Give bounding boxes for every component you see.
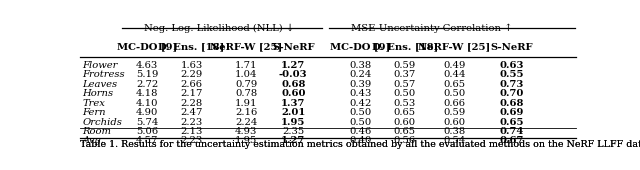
Text: 0.46: 0.46 xyxy=(349,127,371,136)
Text: 2.24: 2.24 xyxy=(235,117,257,126)
Text: 0.79: 0.79 xyxy=(235,80,257,89)
Text: 0.50: 0.50 xyxy=(394,89,416,98)
Text: 0.65: 0.65 xyxy=(394,108,416,117)
Text: 0.55: 0.55 xyxy=(499,70,524,79)
Text: 0.39: 0.39 xyxy=(349,80,371,89)
Text: 0.38: 0.38 xyxy=(349,61,371,70)
Text: 5.19: 5.19 xyxy=(136,70,158,79)
Text: D. Ens. [18]: D. Ens. [18] xyxy=(159,43,225,52)
Text: Leaves: Leaves xyxy=(83,80,118,89)
Text: 2.16: 2.16 xyxy=(235,108,257,117)
Text: 0.63: 0.63 xyxy=(499,61,524,70)
Text: 0.68: 0.68 xyxy=(281,80,305,89)
Text: 0.74: 0.74 xyxy=(499,127,524,136)
Text: MSE-Uncertainty Correlation ↑: MSE-Uncertainty Correlation ↑ xyxy=(351,24,513,33)
Text: 0.53: 0.53 xyxy=(394,99,416,108)
Text: 0.43: 0.43 xyxy=(349,89,371,98)
Text: 1.27: 1.27 xyxy=(281,61,305,70)
Text: 0.24: 0.24 xyxy=(349,70,371,79)
Text: MC-DO [9]: MC-DO [9] xyxy=(330,43,390,52)
Text: 0.70: 0.70 xyxy=(499,89,524,98)
Text: 0.65: 0.65 xyxy=(394,127,416,136)
Text: Trex: Trex xyxy=(83,99,106,108)
Text: 0.50: 0.50 xyxy=(349,108,371,117)
Text: NeRF-W [25]: NeRF-W [25] xyxy=(210,43,282,52)
Text: 4.57: 4.57 xyxy=(136,136,158,145)
Text: 0.44: 0.44 xyxy=(444,70,466,79)
Text: 4.10: 4.10 xyxy=(136,99,158,108)
Text: 2.01: 2.01 xyxy=(281,108,305,117)
Text: 1.71: 1.71 xyxy=(235,61,257,70)
Text: 0.49: 0.49 xyxy=(444,61,466,70)
Text: 1.91: 1.91 xyxy=(235,99,257,108)
Text: 0.65: 0.65 xyxy=(499,117,524,126)
Text: 2.23: 2.23 xyxy=(180,136,203,145)
Text: 0.56: 0.56 xyxy=(394,136,416,145)
Text: Table 1. Results for the uncertainty estimation metrics obtained by all the eval: Table 1. Results for the uncertainty est… xyxy=(80,140,640,149)
Text: 0.40: 0.40 xyxy=(349,136,371,145)
Text: Horns: Horns xyxy=(83,89,114,98)
Text: D. Ens. [18]: D. Ens. [18] xyxy=(372,43,438,52)
Text: 4.18: 4.18 xyxy=(136,89,158,98)
Text: 0.60: 0.60 xyxy=(394,117,416,126)
Text: 2.72: 2.72 xyxy=(136,80,158,89)
Text: 2.66: 2.66 xyxy=(180,80,203,89)
Text: 0.57: 0.57 xyxy=(394,80,416,89)
Text: 2.17: 2.17 xyxy=(180,89,203,98)
Text: 4.90: 4.90 xyxy=(136,108,158,117)
Text: Neg. Log. Likelihood (NLL) ↓: Neg. Log. Likelihood (NLL) ↓ xyxy=(144,24,294,33)
Text: 0.60: 0.60 xyxy=(281,89,305,98)
Text: Table 1. Results for the uncertainty estimation metrics obtained by all the eval: Table 1. Results for the uncertainty est… xyxy=(80,140,640,149)
Text: 0.68: 0.68 xyxy=(499,99,524,108)
Text: -0.03: -0.03 xyxy=(279,70,308,79)
Text: 1.37: 1.37 xyxy=(281,99,305,108)
Text: 0.54: 0.54 xyxy=(444,136,466,145)
Text: 2.29: 2.29 xyxy=(180,70,203,79)
Text: Table 1. Results for the uncertainty estimation metrics obtained by all the eval: Table 1. Results for the uncertainty est… xyxy=(80,140,640,149)
Text: 2.28: 2.28 xyxy=(180,99,203,108)
Text: 1.95: 1.95 xyxy=(281,117,305,126)
Text: 1.63: 1.63 xyxy=(180,61,203,70)
Text: 0.69: 0.69 xyxy=(499,108,524,117)
Text: 0.42: 0.42 xyxy=(349,99,371,108)
Text: 5.74: 5.74 xyxy=(136,117,158,126)
Text: 0.66: 0.66 xyxy=(444,99,465,108)
Text: 2.47: 2.47 xyxy=(180,108,203,117)
Text: 4.63: 4.63 xyxy=(136,61,158,70)
Text: 5.06: 5.06 xyxy=(136,127,158,136)
Text: 0.38: 0.38 xyxy=(444,127,466,136)
Text: 2.13: 2.13 xyxy=(180,127,203,136)
Text: 2.35: 2.35 xyxy=(282,127,305,136)
Text: 2.23: 2.23 xyxy=(180,117,203,126)
Text: Orchids: Orchids xyxy=(83,117,122,126)
Text: 0.50: 0.50 xyxy=(444,89,466,98)
Text: NeRF-W [25]: NeRF-W [25] xyxy=(419,43,491,52)
Text: 0.60: 0.60 xyxy=(444,117,465,126)
Text: 0.59: 0.59 xyxy=(444,108,466,117)
Text: 0.37: 0.37 xyxy=(394,70,416,79)
Text: Avg.: Avg. xyxy=(83,136,104,145)
Text: MC-DO [9]: MC-DO [9] xyxy=(117,43,177,52)
Text: Frotress: Frotress xyxy=(83,70,125,79)
Text: Fern: Fern xyxy=(83,108,106,117)
Text: Flower: Flower xyxy=(83,61,118,70)
Text: 0.50: 0.50 xyxy=(349,117,371,126)
Text: 1.04: 1.04 xyxy=(235,70,257,79)
Text: 1.95: 1.95 xyxy=(235,136,257,145)
Text: 1.27: 1.27 xyxy=(281,136,305,145)
Text: 0.78: 0.78 xyxy=(235,89,257,98)
Text: Room: Room xyxy=(83,127,111,136)
Text: S-NeRF: S-NeRF xyxy=(490,43,533,52)
Text: S-NeRF: S-NeRF xyxy=(272,43,315,52)
Text: 0.73: 0.73 xyxy=(499,80,524,89)
Text: 0.67: 0.67 xyxy=(499,136,524,145)
Text: 0.65: 0.65 xyxy=(444,80,465,89)
Text: 0.59: 0.59 xyxy=(394,61,416,70)
Text: 4.93: 4.93 xyxy=(235,127,257,136)
